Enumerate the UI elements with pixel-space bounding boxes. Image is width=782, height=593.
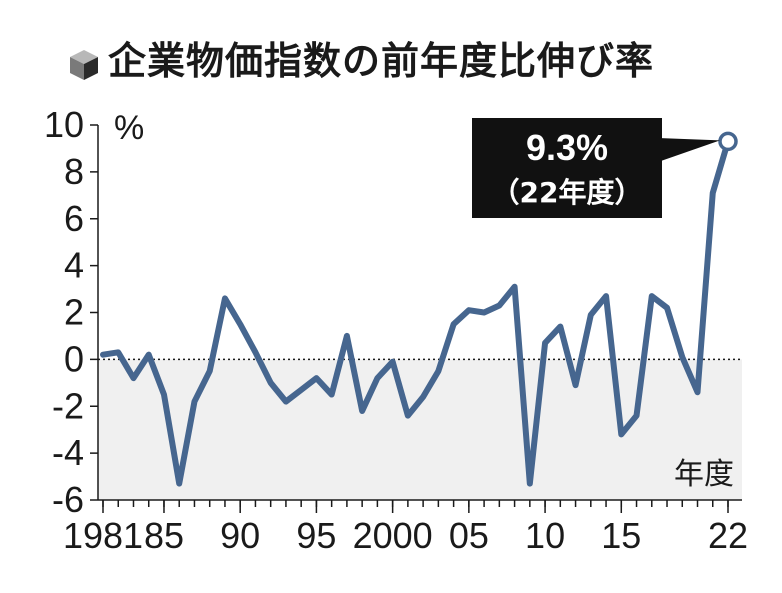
callout-box (472, 118, 662, 218)
x-tick-label: 85 (144, 515, 184, 556)
callout-value: 9.3% (526, 127, 608, 168)
negative-band (98, 359, 742, 500)
y-tick-label: -4 (52, 432, 84, 473)
x-tick-label: 05 (449, 515, 489, 556)
y-unit-label: % (114, 109, 144, 147)
data-point (718, 131, 738, 152)
x-axis-label: 年度 (674, 457, 734, 492)
cube-icon (70, 50, 98, 80)
y-tick-label: -6 (52, 479, 84, 520)
chart-title: 企業物価指数の前年度比伸び率 (108, 39, 655, 83)
y-tick-label: -2 (52, 385, 84, 426)
x-tick-label: 95 (296, 515, 336, 556)
y-tick-label: 2 (64, 292, 84, 333)
callout-pointer (658, 138, 720, 162)
x-tick-label: 22 (708, 515, 748, 556)
y-tick-label: 4 (64, 245, 84, 286)
x-tick-label: 90 (220, 515, 260, 556)
callout-sublabel: （22年度） (492, 176, 643, 209)
y-tick-label: 10 (44, 104, 84, 145)
y-tick-label: 8 (64, 151, 84, 192)
x-tick-label: 15 (601, 515, 641, 556)
y-tick-label: 6 (64, 198, 84, 239)
x-tick-label: 10 (525, 515, 565, 556)
y-tick-label: 0 (64, 338, 84, 379)
x-tick-label: 2000 (353, 515, 433, 556)
series-line (100, 138, 731, 487)
x-tick-label: 1981 (63, 515, 143, 556)
